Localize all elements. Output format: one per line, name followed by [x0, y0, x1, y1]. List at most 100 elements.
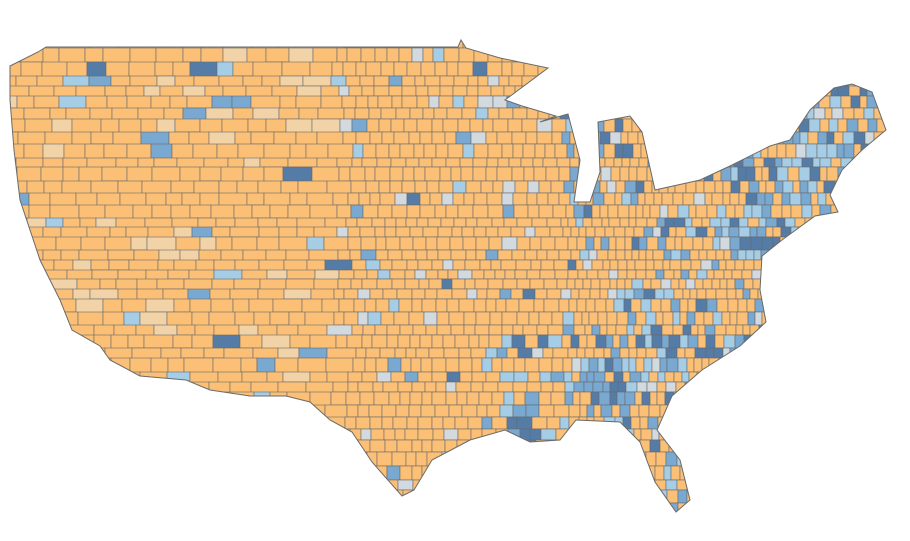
- county: [789, 489, 799, 504]
- county: [641, 324, 652, 336]
- county: [640, 298, 652, 313]
- county: [829, 236, 838, 251]
- county: [730, 166, 739, 182]
- county: [723, 249, 732, 261]
- county: [501, 143, 514, 159]
- county: [499, 288, 512, 300]
- county: [362, 204, 379, 219]
- county: [746, 298, 756, 313]
- county: [593, 347, 605, 359]
- county: [819, 204, 832, 219]
- county: [577, 479, 588, 491]
- county: [435, 298, 448, 313]
- county: [58, 347, 84, 361]
- county: [183, 278, 213, 291]
- county: [629, 85, 638, 97]
- county: [383, 511, 395, 512]
- county: [611, 465, 622, 481]
- county: [24, 381, 53, 394]
- county: [869, 298, 880, 313]
- county: [542, 157, 558, 168]
- county: [664, 166, 677, 182]
- county: [593, 465, 602, 481]
- county: [700, 259, 713, 271]
- county: [586, 404, 595, 418]
- county: [10, 85, 30, 98]
- county: [713, 391, 723, 406]
- county: [726, 479, 737, 491]
- county: [575, 465, 584, 481]
- county: [511, 249, 526, 261]
- county: [631, 236, 640, 251]
- county: [866, 249, 876, 261]
- county: [818, 311, 829, 326]
- county: [773, 371, 782, 383]
- county: [610, 479, 623, 491]
- county: [374, 226, 386, 238]
- county: [758, 75, 770, 87]
- county: [584, 143, 595, 159]
- county: [713, 347, 724, 359]
- county: [693, 416, 706, 430]
- county: [711, 259, 720, 271]
- county: [591, 217, 603, 228]
- county: [564, 381, 575, 393]
- county: [543, 278, 558, 290]
- county: [442, 416, 456, 430]
- county: [596, 249, 609, 261]
- county: [648, 404, 661, 418]
- county: [643, 226, 654, 238]
- county: [754, 298, 767, 313]
- county: [603, 192, 616, 206]
- county: [179, 249, 200, 262]
- county: [570, 61, 580, 77]
- county: [692, 236, 704, 251]
- county: [603, 489, 614, 504]
- county: [818, 489, 829, 504]
- county: [300, 479, 325, 497]
- county: [269, 311, 290, 326]
- county: [574, 278, 584, 290]
- county: [590, 75, 601, 87]
- county: [467, 416, 483, 430]
- county: [463, 95, 479, 109]
- county: [454, 416, 469, 430]
- county: [265, 118, 287, 133]
- county: [874, 371, 885, 383]
- county: [700, 479, 709, 491]
- county: [347, 226, 361, 238]
- county: [514, 269, 528, 280]
- county: [309, 204, 338, 220]
- county: [450, 249, 467, 261]
- county: [557, 47, 569, 63]
- county: [860, 166, 872, 182]
- county: [852, 451, 863, 467]
- county: [645, 75, 655, 87]
- county: [41, 439, 60, 459]
- county: [389, 180, 403, 194]
- county: [176, 324, 196, 336]
- county: [487, 107, 500, 120]
- county: [689, 107, 700, 120]
- county: [437, 226, 453, 238]
- county: [608, 217, 621, 228]
- county: [898, 86, 909, 96]
- county: [663, 288, 675, 300]
- county: [635, 334, 646, 349]
- county: [361, 157, 378, 168]
- county: [578, 226, 587, 238]
- county: [714, 324, 727, 336]
- county: [350, 180, 367, 194]
- county: [773, 428, 783, 441]
- county: [800, 428, 809, 441]
- county: [528, 489, 541, 504]
- county: [207, 451, 234, 471]
- county: [745, 249, 755, 261]
- county: [714, 334, 725, 349]
- county: [331, 61, 344, 77]
- county: [552, 347, 569, 359]
- county: [842, 334, 854, 349]
- county: [567, 236, 578, 251]
- county: [507, 511, 521, 512]
- county: [665, 381, 677, 393]
